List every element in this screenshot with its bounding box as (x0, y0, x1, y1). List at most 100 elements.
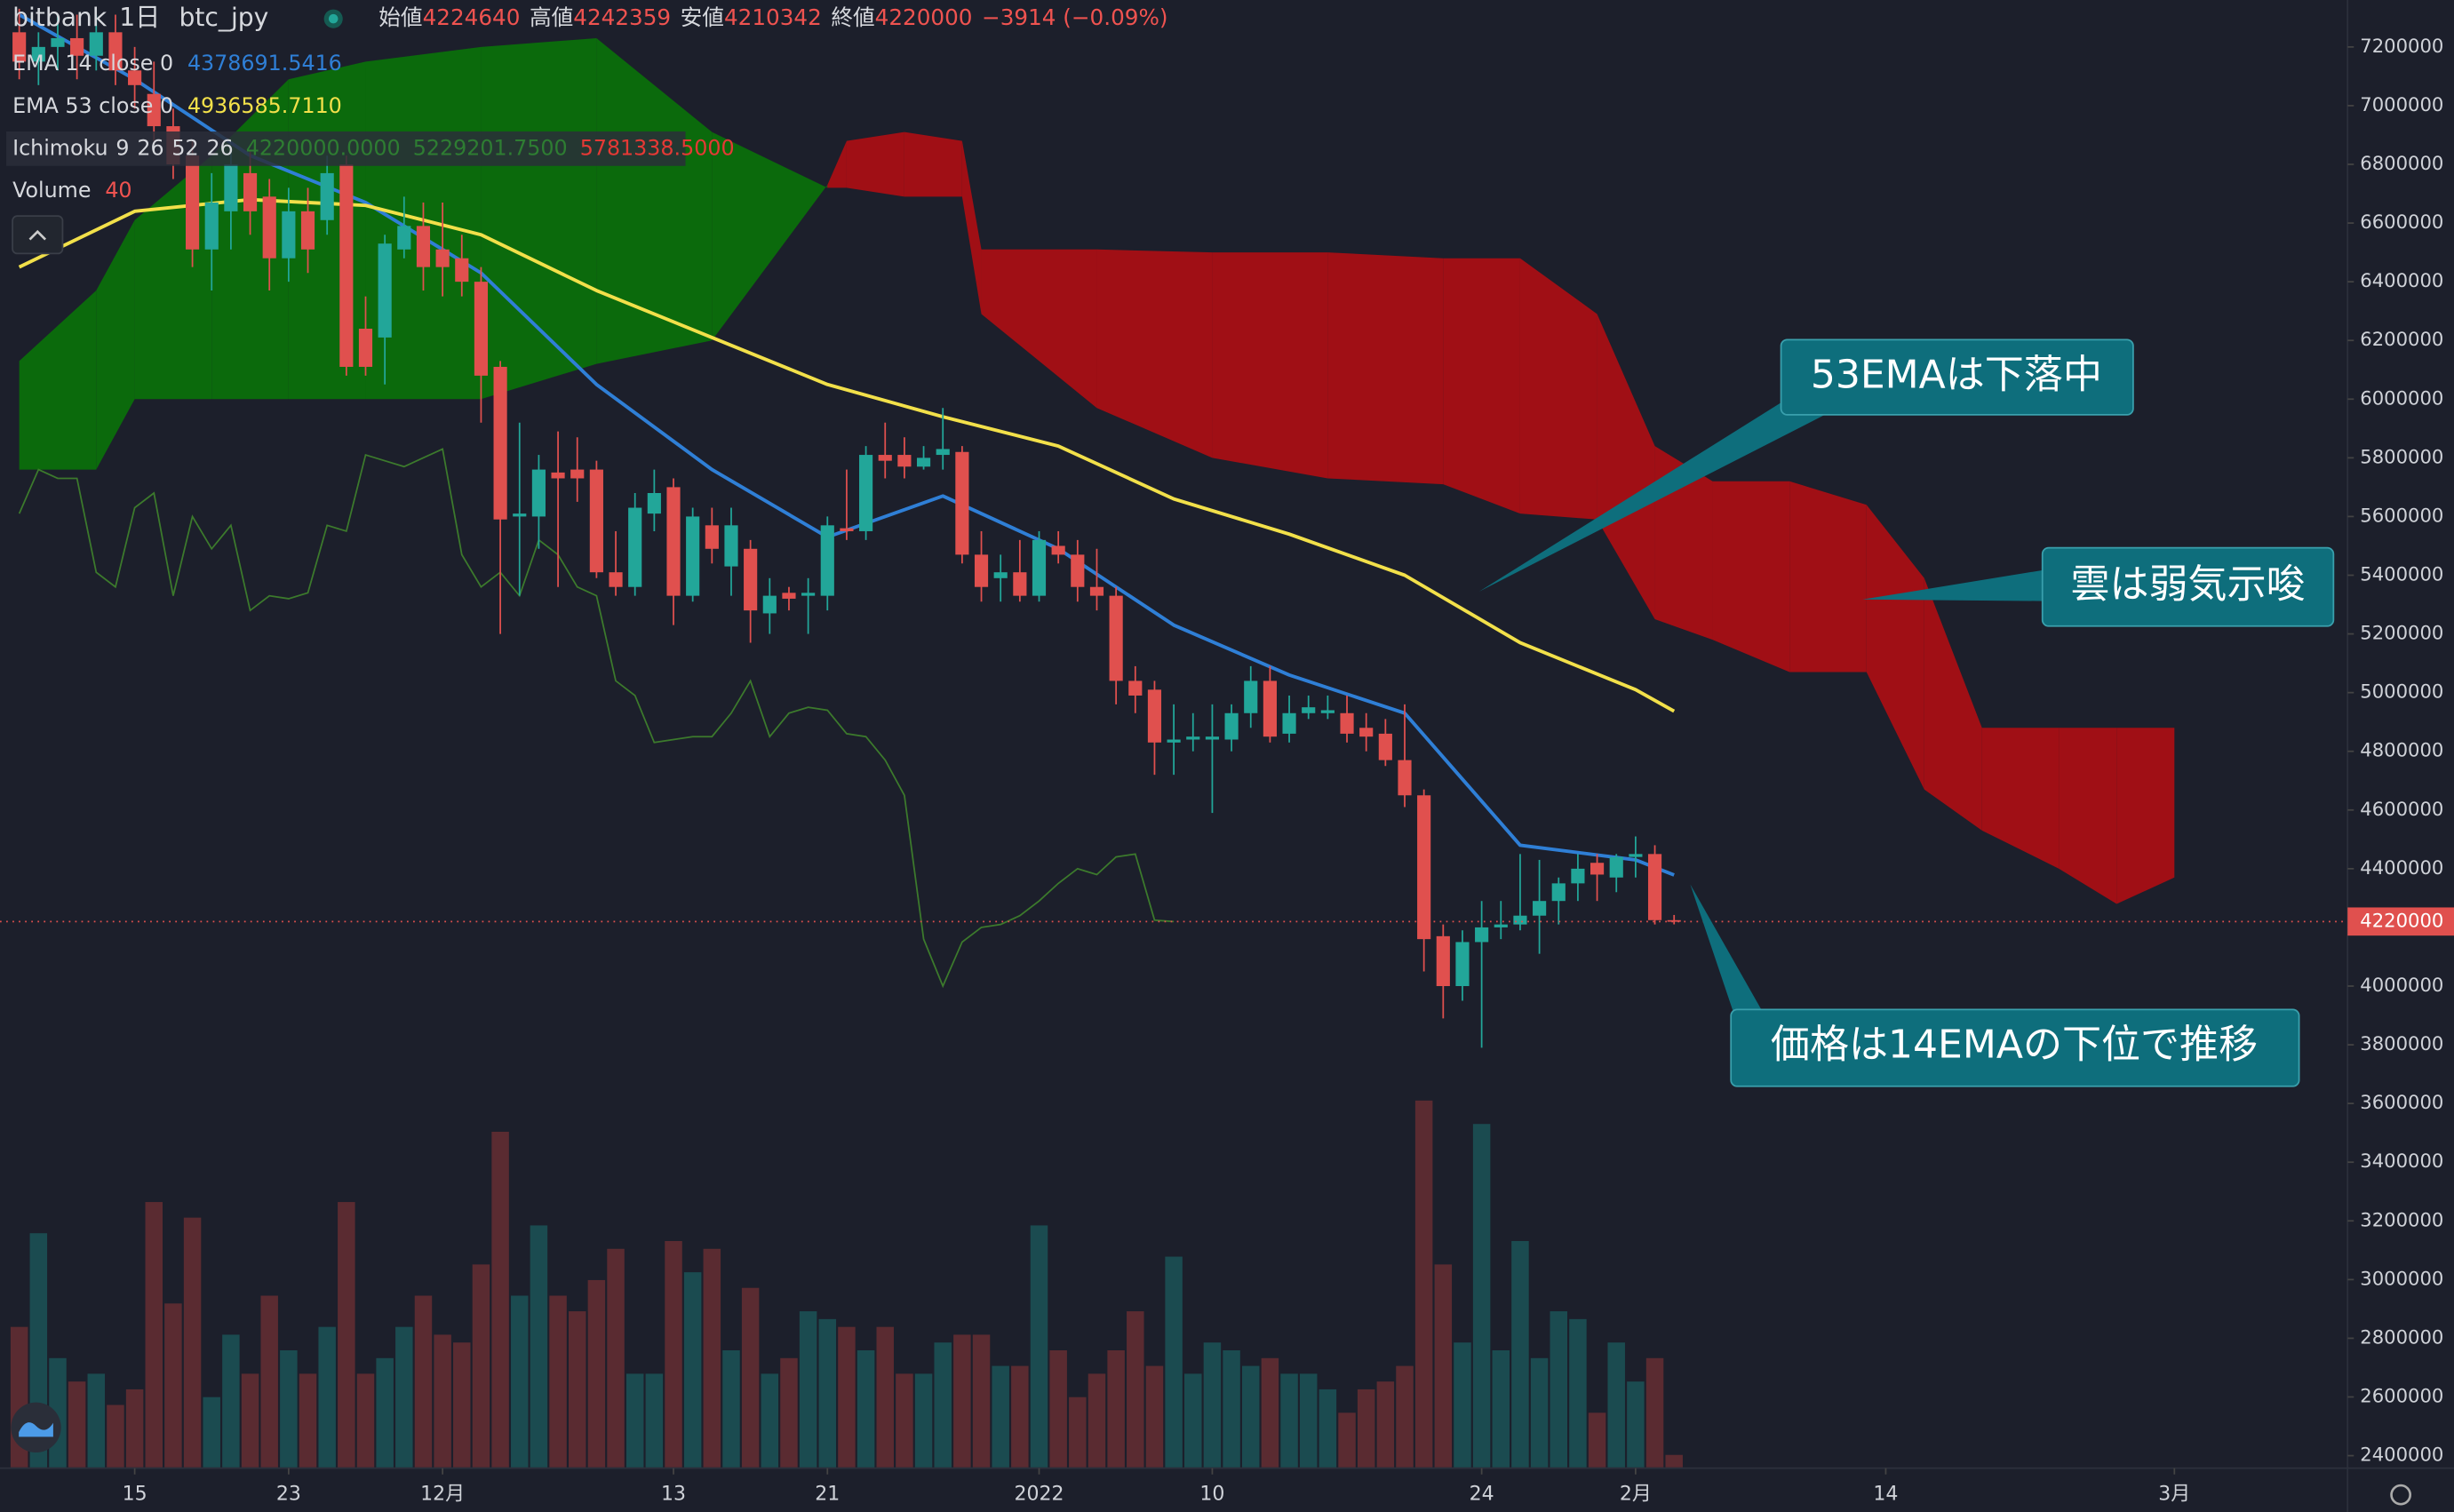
volume-bar (338, 1202, 355, 1468)
candle-body (89, 32, 103, 56)
last-price-label: 4220000 (2360, 909, 2443, 931)
volume-bar (1088, 1373, 1106, 1468)
volume-bar (1338, 1413, 1356, 1468)
annotations: 53EMAは下落中 雲は弱気示唆 価格は14EMAの下位で推移 (1478, 338, 2335, 1087)
candle-body (916, 458, 931, 467)
cloud-segment (1597, 314, 1655, 620)
volume-bar (799, 1311, 817, 1468)
callout-box (2041, 546, 2335, 627)
volume-bar (953, 1334, 971, 1468)
y-tick-label: 6400000 (2360, 269, 2443, 291)
volume-bar (876, 1326, 894, 1468)
candle-body (108, 32, 123, 71)
volume-bar (1588, 1413, 1606, 1468)
volume-bar (203, 1397, 220, 1468)
volume-bar (1376, 1381, 1395, 1468)
volume-bar (164, 1303, 182, 1468)
candle-body (513, 513, 527, 517)
last-price-tag (2347, 907, 2454, 936)
status-dot-inner (328, 13, 339, 24)
volume-bar (1261, 1357, 1279, 1468)
y-tick-label: 2800000 (2360, 1325, 2443, 1348)
cloud-segment (1212, 252, 1328, 479)
volume-bar (703, 1248, 721, 1468)
y-tick-label: 5800000 (2360, 445, 2443, 467)
ohlc-label: 始値 (378, 4, 422, 30)
collapse-button[interactable] (12, 215, 64, 255)
volume-bar (568, 1311, 586, 1468)
candle-body (744, 548, 758, 611)
volume-bar (280, 1349, 298, 1468)
candle-body (224, 164, 238, 211)
candle-body (1475, 927, 1489, 943)
candle-body (531, 469, 546, 517)
settings-icon[interactable] (2390, 1484, 2411, 1506)
volume-bar (1434, 1264, 1453, 1468)
collapse-icon (28, 229, 47, 241)
volume-bar (472, 1264, 490, 1468)
ohlc-value: 4220000 (875, 4, 973, 30)
cloud-segment (827, 140, 847, 188)
volume-bar (1184, 1373, 1202, 1468)
volume-bar (625, 1373, 644, 1468)
volume-bar (549, 1295, 567, 1468)
volume-bar (665, 1240, 682, 1468)
x-tick-label: 12月 (420, 1484, 465, 1506)
volume-bar (1049, 1349, 1067, 1468)
volume-bar (1550, 1311, 1568, 1468)
candle-body (1340, 712, 1354, 734)
legend-row: bitbank 1日 btc_jpy (12, 3, 268, 32)
volume-bar (818, 1318, 837, 1468)
candle-body (1302, 707, 1316, 713)
lagging-span (18, 448, 1175, 989)
y-tick-label: 2600000 (2360, 1384, 2443, 1406)
volume-bar (1145, 1365, 1164, 1468)
volume-bar (1280, 1373, 1298, 1468)
candle-body (628, 507, 642, 587)
candle-body (647, 493, 661, 514)
volume-bars (10, 1100, 1683, 1468)
ohlc-label: 終値 (831, 4, 874, 30)
candle-body (474, 282, 489, 376)
candle-body (1378, 733, 1392, 760)
candle-body (724, 525, 738, 567)
volume-bar (587, 1279, 606, 1468)
volume-bar (1530, 1357, 1549, 1468)
legend-row: EMA 53 close 0 4936585.7110 (12, 92, 342, 117)
legend-value: 5229201.7500 (413, 135, 568, 160)
legend-row: Volume 40 (12, 177, 131, 202)
callout-pointer (1862, 569, 2046, 601)
volume-bar (722, 1349, 740, 1468)
volume-bar (107, 1405, 124, 1468)
candle-body (1398, 760, 1412, 796)
candle-body (974, 554, 989, 587)
volume-bar (1569, 1318, 1587, 1468)
cloud-segment (961, 140, 982, 314)
y-tick-label: 6200000 (2360, 328, 2443, 350)
cloud-segment (596, 37, 713, 364)
volume-bar (780, 1357, 798, 1468)
callout-text: 53EMAは下落中 (1811, 353, 2102, 398)
ohlc-label: 安値 (681, 4, 724, 30)
volume-bar (1472, 1124, 1491, 1468)
volume-bar (68, 1381, 86, 1468)
candle-body (666, 487, 681, 596)
legend-name: Ichimoku (12, 135, 108, 160)
volume-bar (1396, 1365, 1414, 1468)
ohlc-value: 4224640 (423, 4, 521, 30)
candle-body (1647, 854, 1662, 920)
volume-bar (896, 1373, 913, 1468)
cloud-segment (1712, 481, 1790, 672)
cloud-segment (1924, 577, 1982, 831)
x-tick-label: 3月 (2158, 1484, 2190, 1506)
y-tick-label: 4400000 (2360, 856, 2443, 879)
legend-param: 26 (206, 135, 233, 160)
candle-body (1089, 586, 1104, 596)
candle-body (282, 211, 296, 259)
candle-body (1667, 919, 1681, 922)
volume-bar (241, 1373, 259, 1468)
volume-bar (395, 1326, 413, 1468)
candle-body (397, 226, 411, 250)
candle-body (859, 455, 873, 531)
